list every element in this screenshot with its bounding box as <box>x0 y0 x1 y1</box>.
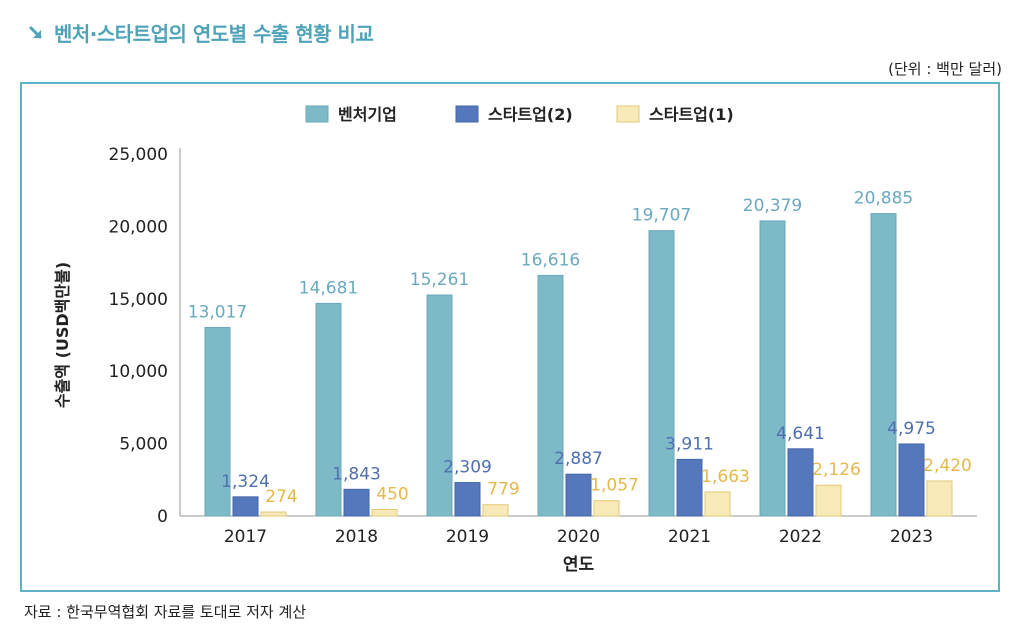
y-tick-label: 20,000 <box>109 217 168 237</box>
bar <box>454 482 481 517</box>
data-label: 20,885 <box>854 189 913 209</box>
chart-panel: 0 5,000 10,000 15,000 20,000 25,000 수출액 (USD백만… <box>20 82 1000 592</box>
data-label: 16,616 <box>521 250 580 270</box>
data-label: 2,420 <box>923 456 972 476</box>
bar <box>537 274 564 517</box>
chart-title: 벤처·스타트업의 연도별 수출 현황 비교 <box>54 22 374 46</box>
bar <box>815 484 842 517</box>
legend-label: 스타트업(1) <box>649 105 734 124</box>
x-tick-label: 2022 <box>779 527 822 547</box>
y-tick-label: 10,000 <box>109 362 168 382</box>
data-label: 2,309 <box>443 458 492 478</box>
x-axis-title: 연도 <box>563 555 595 575</box>
bar-chart: 0 5,000 10,000 15,000 20,000 25,000 수출액 (USD백만… <box>53 105 977 575</box>
bar <box>260 511 287 517</box>
bar <box>232 496 259 517</box>
data-label: 779 <box>487 480 519 500</box>
y-tick-label: 25,000 <box>109 145 168 165</box>
bar <box>676 458 703 517</box>
data-label: 450 <box>376 484 408 504</box>
legend-swatch <box>455 105 479 123</box>
bar <box>204 327 231 517</box>
bar <box>898 443 925 517</box>
data-label: 274 <box>265 487 297 507</box>
data-label: 14,681 <box>299 278 358 298</box>
bar <box>648 230 675 517</box>
data-label: 4,641 <box>776 424 825 444</box>
data-label: 3,911 <box>665 434 714 454</box>
x-tick-label: 2023 <box>890 527 933 547</box>
data-label: 2,126 <box>812 460 861 480</box>
source-note: 자료 : 한국무역협회 자료를 토대로 저자 계산 <box>24 603 307 621</box>
data-label: 4,975 <box>887 419 936 439</box>
data-label: 13,017 <box>188 303 247 323</box>
y-tick-label: 5,000 <box>119 435 168 455</box>
x-tick-label: 2020 <box>557 527 600 547</box>
legend-swatch <box>305 105 329 123</box>
data-label: 19,707 <box>632 206 691 226</box>
data-label: 1,663 <box>701 467 750 487</box>
data-label: 1,843 <box>332 464 381 484</box>
bar <box>343 488 370 517</box>
bar <box>565 473 592 517</box>
unit-note: (단위 : 백만 달러) <box>888 60 1002 78</box>
data-label: 2,887 <box>554 449 603 469</box>
data-label: 15,261 <box>410 270 469 290</box>
data-label: 20,379 <box>743 196 802 216</box>
x-tick-label: 2021 <box>668 527 711 547</box>
bar <box>759 220 786 517</box>
y-axis-title: 수출액 (USD백만불) <box>53 262 72 408</box>
bar <box>593 500 620 517</box>
bar <box>315 302 342 517</box>
arrow-down-right-icon <box>28 25 44 41</box>
bar <box>371 508 398 517</box>
data-label: 1,057 <box>590 476 639 496</box>
y-tick-label: 15,000 <box>109 290 168 310</box>
y-tick-label: 0 <box>157 507 168 527</box>
legend-swatch <box>616 105 640 123</box>
x-tick-label: 2018 <box>335 527 378 547</box>
title-row: 벤처·스타트업의 연도별 수출 현황 비교 <box>28 18 374 47</box>
bar <box>870 213 897 517</box>
bar <box>704 491 731 517</box>
bar <box>426 294 453 517</box>
legend-label: 벤처기업 <box>338 105 397 124</box>
data-label: 1,324 <box>221 472 270 492</box>
bar <box>926 480 953 517</box>
x-tick-label: 2019 <box>446 527 489 547</box>
bar <box>787 448 814 517</box>
legend-label: 스타트업(2) <box>488 105 573 124</box>
bar <box>482 504 509 517</box>
x-tick-label: 2017 <box>224 527 267 547</box>
